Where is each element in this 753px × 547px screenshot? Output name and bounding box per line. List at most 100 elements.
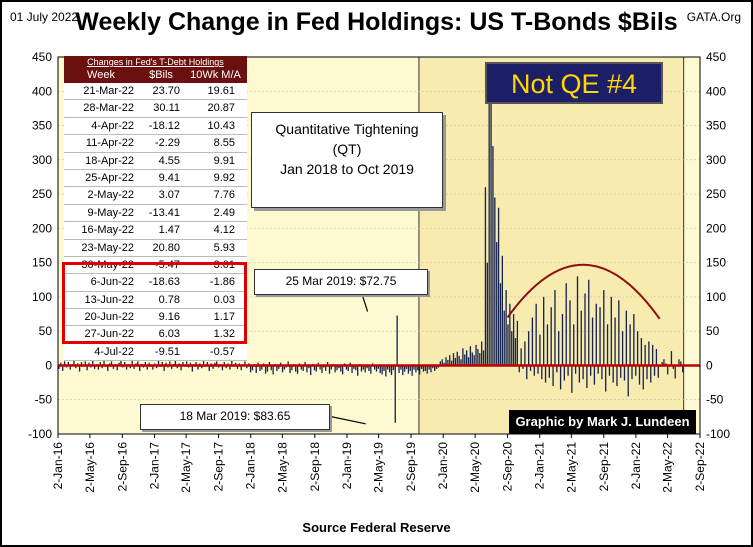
chart-bar [103,360,105,366]
chart-bar [554,290,556,366]
chart-bar [229,365,231,370]
chart-bar [574,365,577,374]
chart-bar [63,361,66,366]
y-tick-label-left: 0 [45,358,52,372]
chart-bar [605,365,607,392]
chart-bar [526,365,528,380]
chart-bar [672,365,674,369]
chart-bar [326,362,329,366]
chart-bar [543,296,545,366]
chart-bar [595,303,597,366]
chart-bar [520,348,522,366]
chart-bar [488,78,490,366]
chart-bar [319,365,321,370]
table-cell-ma: 9.92 [213,171,235,184]
table-cell-ma: -0.57 [209,345,235,358]
chart-bar [373,365,376,370]
table-row: 2-May-22 3.07 7.76 [64,187,247,205]
chart-bar [417,365,419,371]
x-tick-label: 2-May-21 [564,442,578,493]
chart-bar [422,365,425,372]
chart-bar [249,365,252,373]
table-row: 28-Mar-22 30.11 20.87 [64,100,247,118]
chart-bar [507,324,509,366]
table-caption: Changes in Fed's T-Debt Holdings [64,56,247,68]
table-cell-week: 18-Apr-22 [85,154,134,167]
table-header-row: Week $Bils 10Wk M/A [64,68,247,83]
chart-bar [392,365,395,371]
chart-bar [341,365,344,375]
chart-bar [419,365,421,375]
x-tick-label: 2-Jan-21 [533,442,547,490]
chart-bar [234,362,237,366]
chart-bar [165,362,167,366]
y-tick-label-left: 350 [32,119,52,133]
chart-bar [174,359,177,366]
chart-bar [486,262,488,366]
chart-bar [169,361,171,366]
chart-bar [623,365,626,381]
chart-bar [161,362,163,366]
chart-bar [202,360,205,366]
table-row: 4-Apr-22 -18.12 10.43 [64,118,247,136]
table-row: 25-Apr-22 9.41 9.92 [64,170,247,188]
chart-bar [674,365,676,379]
x-tick-label: 2-Jan-18 [244,442,258,490]
chart-bar [460,359,462,366]
highlight-period [418,56,685,435]
chart-bar [276,365,278,371]
x-tick-label: 2-Sep-16 [115,442,129,492]
table-cell-week: 13-Jun-22 [84,293,134,306]
chart-bar [118,362,120,366]
table-cell-ma: 8.55 [213,137,235,150]
chart-bar [349,362,351,366]
y-tick-label-left: 200 [32,221,52,235]
chart-bar [606,324,609,366]
chart-bar [603,290,605,366]
x-tick-label: 2-May-20 [468,442,482,493]
chart-bar [612,365,614,383]
table-cell-bils: 3.07 [158,189,180,202]
chart-bar [629,324,631,366]
table-row: 18-Apr-22 4.55 9.91 [64,153,247,170]
y-tick-label-right: 200 [706,221,726,235]
chart-bar [321,365,323,373]
recent-weeks-outline [62,262,247,344]
table-row: 6-Jun-22 -18.63 -1.86 [64,274,247,292]
chart-bar [473,355,475,366]
table-cell-ma: 2.49 [213,206,235,219]
y-tick-label-left: -100 [28,427,52,441]
table-cell-bils: -13.41 [148,206,180,219]
chart-bar [651,344,654,366]
qt-line-1: Quantitative Tightening [275,121,419,137]
chart-bar [315,365,317,372]
chart-bar [60,362,62,366]
chart-bar [420,365,423,369]
chart-bar [467,357,470,366]
chart-bar [251,365,254,371]
chart-bar [385,365,387,377]
chart-bar [304,362,306,366]
table-row: 11-Apr-22 -2.29 8.55 [64,135,247,153]
chart-bar [627,365,629,397]
chart-bar [454,357,457,366]
table-cell-ma: -1.86 [209,276,235,289]
qt-line-2: (QT) [332,141,362,157]
chart-bar [340,365,342,372]
y-tick-label-right: 450 [706,50,726,64]
chart-bar [223,362,225,366]
chart-bar [544,365,547,383]
chart-bar [424,365,426,371]
chart-bar [635,365,637,376]
x-tick-label: 2-May-18 [275,442,289,493]
x-tick-label: 2-Jan-20 [436,442,450,490]
chart-bar [390,365,393,376]
table-cell-week: 2-May-22 [87,189,134,202]
table-header-ma: 10Wk M/A [190,69,241,81]
table-cell-ma: 5.93 [213,241,235,254]
table-cell-bils: 23.70 [152,85,180,97]
chart-bar [680,361,682,366]
table-cell-bils: 20.80 [152,241,180,254]
chart-bar [330,365,333,370]
chart-bar [195,362,197,366]
